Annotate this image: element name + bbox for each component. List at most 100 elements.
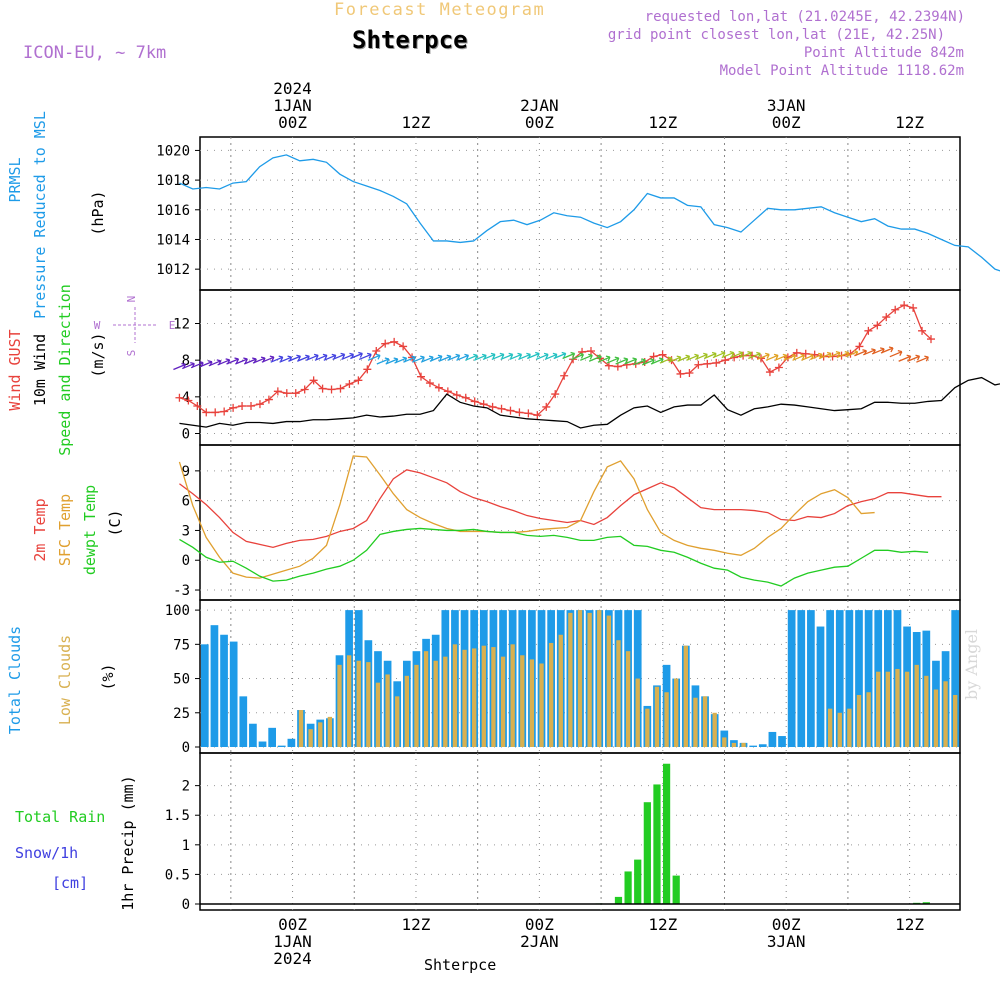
wind-arrow <box>730 350 744 359</box>
wind-arrow-shaft <box>580 354 593 361</box>
gust-marker <box>774 363 783 372</box>
bar-total-rain <box>672 875 680 904</box>
wind-arrow-shaft <box>571 353 584 361</box>
wind-arrow <box>792 353 806 361</box>
bar-total-rain <box>653 784 661 904</box>
series-line-2m-temp <box>179 469 942 548</box>
wind-arrow <box>739 350 753 359</box>
series-line-prmsl <box>179 154 1000 272</box>
wind-arrow-head <box>720 350 726 357</box>
wind-arrow <box>916 355 929 363</box>
wind-arrow <box>367 353 381 361</box>
wind-arrow <box>580 353 593 361</box>
wind-arrow <box>633 358 646 366</box>
wind-arrow-head <box>543 352 549 359</box>
compass-west: W <box>94 319 101 332</box>
bar-low-clouds <box>856 694 862 747</box>
bar-low-clouds <box>674 678 679 747</box>
wind-arrow-shaft <box>429 355 443 362</box>
y-tick-label: 100 <box>165 603 190 619</box>
wind-arrow-head <box>765 352 770 359</box>
bar-low-clouds <box>693 697 698 747</box>
wind-arrow-shaft <box>907 355 920 362</box>
wind-arrow-head <box>756 351 761 358</box>
gust-marker <box>703 359 712 368</box>
gust-marker <box>604 361 613 370</box>
wind-arrow-head <box>535 351 540 358</box>
gust-marker <box>560 371 569 380</box>
gust-marker <box>542 402 551 411</box>
wind-arrow <box>827 350 841 359</box>
wind-arrow-shaft <box>473 354 487 361</box>
wind-arrow-shaft <box>252 357 266 364</box>
panel-label: (hPa) <box>89 190 107 235</box>
wind-arrow-head <box>269 355 275 362</box>
bar-low-clouds <box>953 694 958 747</box>
wind-arrow <box>358 352 372 361</box>
bar-low-clouds <box>452 644 458 747</box>
wind-arrow <box>615 357 629 365</box>
wind-arrow-shaft <box>703 352 717 360</box>
wind-arrow <box>562 351 576 360</box>
wind-arrow <box>756 352 770 361</box>
wind-arrow-shaft <box>730 351 743 359</box>
wind-arrow-shaft <box>871 348 885 355</box>
wind-arrow <box>712 350 726 359</box>
wind-arrow <box>553 351 567 360</box>
wind-arrow-head <box>278 355 284 362</box>
y-tick-label: 0 <box>182 553 190 569</box>
wind-arrow-head <box>596 354 602 361</box>
gust-marker <box>282 389 291 398</box>
panel-label: Low Clouds <box>56 635 74 725</box>
top-time-label: 1JAN <box>273 96 312 115</box>
gust-marker <box>712 358 721 367</box>
bar-low-clouds <box>943 681 948 747</box>
wind-arrow-shaft <box>739 351 752 359</box>
wind-arrow-shaft <box>818 352 832 360</box>
wind-arrow <box>465 353 478 361</box>
wind-arrow-head <box>243 357 248 364</box>
wind-arrow-shaft <box>854 350 867 357</box>
wind-arrow-shaft <box>385 358 398 365</box>
wind-arrow-shaft <box>783 354 796 361</box>
gust-marker <box>363 365 372 374</box>
wind-arrow-head <box>835 350 841 357</box>
bar-low-clouds <box>702 696 708 747</box>
y-tick-label: 1014 <box>156 232 190 248</box>
wind-arrow-head <box>490 352 496 359</box>
gust-marker <box>909 303 918 312</box>
compass-south: S <box>125 350 138 357</box>
bar-low-clouds <box>847 708 852 747</box>
wind-arrow <box>491 352 505 361</box>
wind-arrow <box>588 354 602 362</box>
wind-arrow-shaft <box>217 359 230 366</box>
wind-arrow-head <box>411 355 416 362</box>
wind-arrow-shaft <box>341 353 354 361</box>
wind-arrow <box>606 356 620 364</box>
gust-marker <box>229 403 238 412</box>
model-label: ICON-EU, ~ 7km <box>23 43 167 63</box>
y-tick-label: 25 <box>173 706 190 722</box>
bar-low-clouds <box>837 712 842 747</box>
bar-low-clouds <box>645 708 650 747</box>
gust-marker <box>551 390 560 399</box>
compass-north: N <box>125 296 138 303</box>
bar-low-clouds <box>443 656 448 747</box>
wind-arrow-shaft <box>641 359 655 366</box>
wind-arrow-head <box>800 353 806 360</box>
wind-arrow-shaft <box>199 361 213 368</box>
gust-marker <box>211 408 220 417</box>
wind-arrow-shaft <box>208 360 222 367</box>
wind-arrow-head <box>782 353 788 360</box>
wind-arrow-shaft <box>597 356 611 363</box>
wind-arrow-shaft <box>765 354 779 361</box>
bar-low-clouds <box>548 642 554 747</box>
panel-precip: 0 0.5 1 1.5 2 Total Rain Snow/1h [cm] 1hr Precip… <box>15 752 961 913</box>
series-line-dewpt-temp <box>179 527 929 587</box>
wind-arrow-head <box>897 350 903 356</box>
point-altitude: Point Altitude 842m <box>803 45 964 61</box>
bar-low-clouds <box>654 686 660 747</box>
wind-arrow-shaft <box>350 352 363 360</box>
gust-marker <box>255 400 264 409</box>
